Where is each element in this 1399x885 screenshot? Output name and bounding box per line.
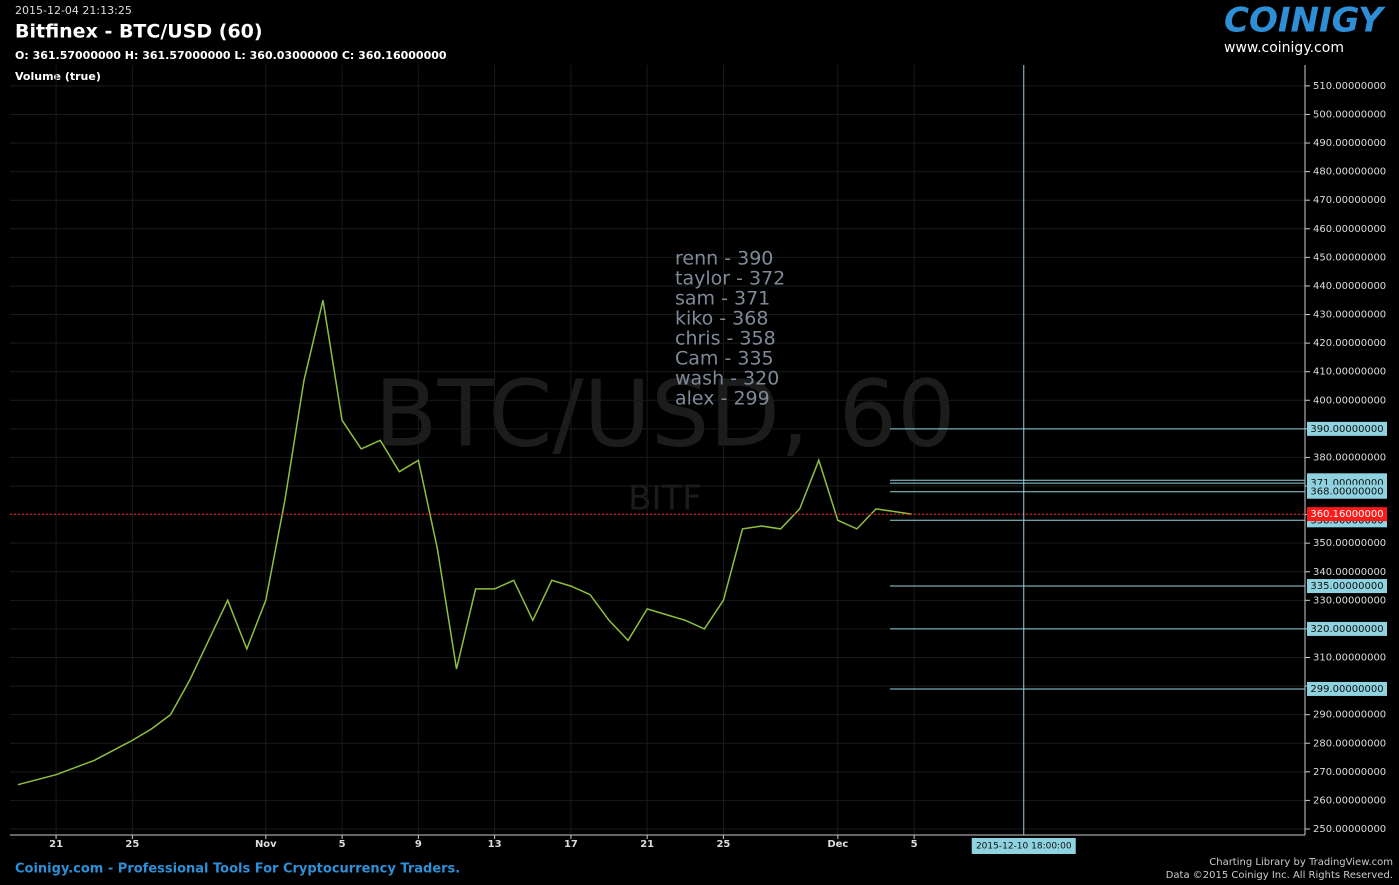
level-label-box — [1307, 681, 1387, 696]
y-tick-label: 510.00000000 — [1313, 81, 1386, 92]
x-tick-label: 9 — [415, 839, 422, 850]
crosshair-box — [971, 838, 1076, 854]
y-tick-label: 350.00000000 — [1313, 538, 1386, 549]
ohlc: O: 361.57000000 H: 361.57000000 L: 360.0… — [15, 49, 447, 62]
annotation: alex - 299 — [675, 388, 770, 410]
x-tick-label: 21 — [640, 839, 654, 850]
x-tick-label: 13 — [488, 839, 502, 850]
x-tick-label: 5 — [339, 839, 346, 850]
y-tick-label: 450.00000000 — [1313, 252, 1386, 263]
logo-url: www.coinigy.com — [1224, 40, 1344, 56]
x-tick-label: Nov — [255, 839, 277, 850]
y-tick-label: 440.00000000 — [1313, 281, 1386, 292]
timestamp: 2015-12-04 21:13:25 — [15, 4, 132, 17]
y-tick-label: 480.00000000 — [1313, 167, 1386, 178]
copyright: Data ©2015 Coinigy Inc. All Rights Reser… — [1166, 870, 1393, 881]
logo: COINIGY — [1224, 1, 1386, 41]
y-tick-label: 250.00000000 — [1313, 824, 1386, 835]
tagline: Coinigy.com - Professional Tools For Cry… — [15, 862, 460, 877]
volume-label: Volume (true) — [15, 70, 101, 83]
price-line — [17, 300, 912, 786]
x-tick-label: Dec — [827, 839, 848, 850]
x-tick-label: 17 — [564, 839, 578, 850]
y-tick-label: 380.00000000 — [1313, 452, 1386, 463]
level-label: 320.00000000 — [1310, 624, 1383, 635]
x-tick-label: 21 — [49, 839, 63, 850]
y-tick-label: 420.00000000 — [1313, 338, 1386, 349]
x-tick-label: 5 — [911, 839, 918, 850]
level-label-box — [1307, 579, 1387, 594]
level-label-box — [1307, 621, 1387, 636]
y-tick-label: 490.00000000 — [1313, 138, 1386, 149]
annotation: taylor - 372 — [675, 268, 785, 290]
annotation: sam - 371 — [675, 288, 770, 310]
credit: Charting Library by TradingView.com — [1209, 857, 1393, 868]
annotation: chris - 358 — [675, 328, 776, 350]
y-tick-label: 330.00000000 — [1313, 595, 1386, 606]
annotation: wash - 320 — [675, 368, 779, 390]
y-tick-label: 310.00000000 — [1313, 653, 1386, 664]
level-label-box — [1307, 421, 1387, 436]
level-label: 371.00000000 — [1310, 478, 1383, 489]
watermark-sub: BITF — [628, 479, 702, 519]
level-label: 390.00000000 — [1310, 424, 1383, 435]
y-tick-label: 260.00000000 — [1313, 795, 1386, 806]
annotation: Cam - 335 — [675, 348, 774, 370]
current-price-label: 360.16000000 — [1310, 509, 1383, 520]
y-tick-label: 430.00000000 — [1313, 310, 1386, 321]
crosshair-label: 2015-12-10 18:00:00 — [976, 842, 1072, 852]
y-tick-label: 400.00000000 — [1313, 395, 1386, 406]
annotation: renn - 390 — [675, 248, 773, 270]
y-tick-label: 270.00000000 — [1313, 767, 1386, 778]
y-tick-label: 280.00000000 — [1313, 738, 1386, 749]
y-tick-label: 290.00000000 — [1313, 710, 1386, 721]
level-label: 335.00000000 — [1310, 581, 1383, 592]
y-tick-label: 340.00000000 — [1313, 567, 1386, 578]
y-tick-label: 410.00000000 — [1313, 367, 1386, 378]
x-tick-label: 25 — [125, 839, 139, 850]
current-price-box — [1307, 507, 1387, 522]
y-tick-label: 470.00000000 — [1313, 195, 1386, 206]
annotation: kiko - 368 — [675, 308, 768, 330]
y-tick-label: 460.00000000 — [1313, 224, 1386, 235]
plot: BTC/USD, 60 BITF 250.00000000 260.00000000 2… — [10, 65, 1387, 854]
level-label: 368.00000000 — [1310, 487, 1383, 498]
x-tick-label: 25 — [716, 839, 730, 850]
chart-title: Bitfinex - BTC/USD (60) — [15, 21, 263, 43]
y-tick-label: 500.00000000 — [1313, 109, 1386, 120]
level-label: 299.00000000 — [1310, 684, 1383, 695]
level-label-box — [1307, 484, 1387, 499]
watermark: BTC/USD, 60 — [374, 360, 955, 467]
